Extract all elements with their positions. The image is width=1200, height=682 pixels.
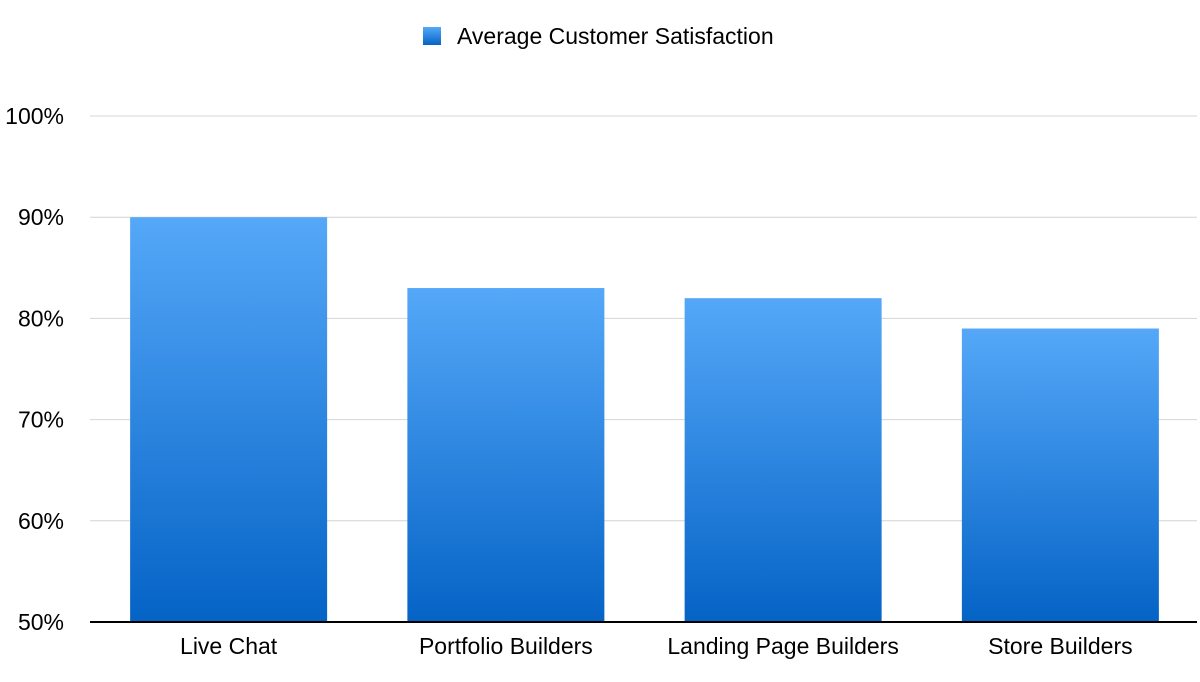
legend-label: Average Customer Satisfaction xyxy=(457,23,774,49)
legend: Average Customer Satisfaction xyxy=(423,23,774,49)
bar xyxy=(407,288,605,622)
y-tick-label: 70% xyxy=(18,407,64,433)
bar xyxy=(961,328,1159,622)
legend-swatch xyxy=(423,27,441,45)
x-axis-categories: Live Chat Portfolio Builders Landing Page … xyxy=(180,633,1133,659)
x-category-label: Live Chat xyxy=(180,633,278,659)
y-tick-label: 90% xyxy=(18,204,64,230)
y-tick-label: 80% xyxy=(18,305,64,331)
bar xyxy=(130,217,328,622)
x-category-label: Store Builders xyxy=(988,633,1132,659)
bars xyxy=(130,217,1159,622)
x-category-label: Portfolio Builders xyxy=(419,633,593,659)
y-tick-label: 60% xyxy=(18,508,64,534)
x-category-label: Landing Page Builders xyxy=(667,633,898,659)
y-tick-label: 100% xyxy=(5,103,64,129)
y-tick-label: 50% xyxy=(18,609,64,635)
y-axis-ticks: 50% 60% 70% 80% 90% 100% xyxy=(5,103,64,635)
bar xyxy=(684,298,882,622)
